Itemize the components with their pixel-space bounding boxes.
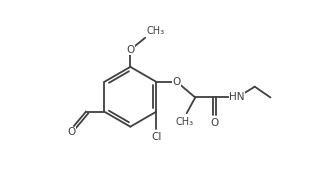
Text: O: O [126,45,135,55]
Text: Cl: Cl [151,132,162,142]
Text: CH₃: CH₃ [146,26,165,36]
Text: O: O [210,118,218,128]
Text: CH₃: CH₃ [175,117,193,127]
Text: HN: HN [229,92,245,102]
Text: O: O [173,77,181,87]
Text: O: O [67,127,76,137]
